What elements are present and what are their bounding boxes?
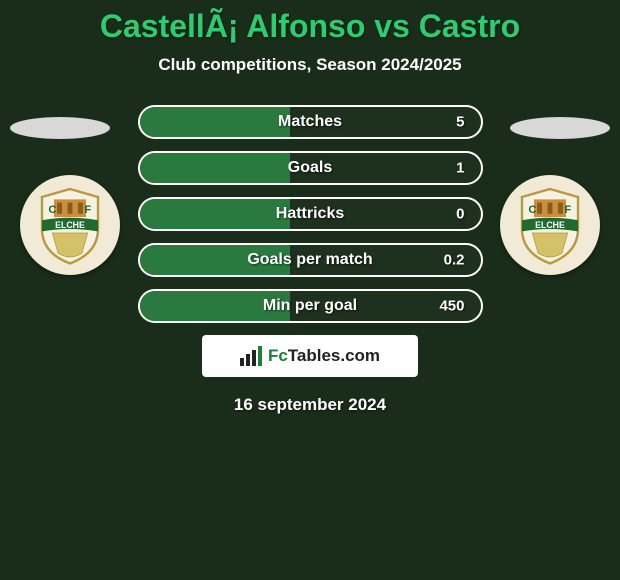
svg-text:ELCHE: ELCHE: [535, 220, 565, 230]
stat-row: Goals per match 0.2: [138, 243, 483, 277]
shield-icon: ELCHE C F: [510, 185, 590, 265]
svg-text:ELCHE: ELCHE: [55, 220, 85, 230]
stat-row: Goals 1: [138, 151, 483, 185]
svg-text:F: F: [564, 204, 571, 216]
club-badge-left: ELCHE C F: [20, 175, 120, 275]
stat-label: Matches: [278, 113, 342, 131]
stat-label: Hattricks: [276, 205, 344, 223]
stat-fill: [140, 153, 290, 183]
stat-label: Goals per match: [247, 251, 372, 269]
page-title: CastellÃ¡ Alfonso vs Castro: [0, 0, 620, 45]
player-shadow-right: [510, 117, 610, 139]
brand-suffix: Tables.com: [288, 346, 380, 365]
shield-icon: ELCHE C F: [30, 185, 110, 265]
stat-fill: [140, 199, 290, 229]
stat-row: Matches 5: [138, 105, 483, 139]
brand-prefix: Fc: [268, 346, 288, 365]
svg-text:C: C: [48, 204, 56, 216]
stat-value: 5: [456, 114, 464, 131]
stats-list: Matches 5 Goals 1 Hattricks 0 Goals per …: [138, 105, 483, 323]
date-label: 16 september 2024: [0, 395, 620, 415]
bar-chart-icon: [240, 346, 262, 366]
stat-label: Goals: [288, 159, 332, 177]
svg-text:F: F: [84, 204, 91, 216]
club-badge-right: ELCHE C F: [500, 175, 600, 275]
stat-row: Min per goal 450: [138, 289, 483, 323]
stat-fill: [140, 107, 290, 137]
brand-logo: FcTables.com: [202, 335, 418, 377]
stat-value: 1: [456, 160, 464, 177]
svg-text:C: C: [528, 204, 536, 216]
brand-text: FcTables.com: [268, 346, 380, 366]
stat-value: 0.2: [444, 252, 465, 269]
stat-value: 0: [456, 206, 464, 223]
stat-value: 450: [439, 298, 464, 315]
player-shadow-left: [10, 117, 110, 139]
stat-row: Hattricks 0: [138, 197, 483, 231]
stat-label: Min per goal: [263, 297, 357, 315]
comparison-area: ELCHE C F ELCHE C F Matches 5 Goals: [0, 105, 620, 415]
page-subtitle: Club competitions, Season 2024/2025: [0, 55, 620, 75]
